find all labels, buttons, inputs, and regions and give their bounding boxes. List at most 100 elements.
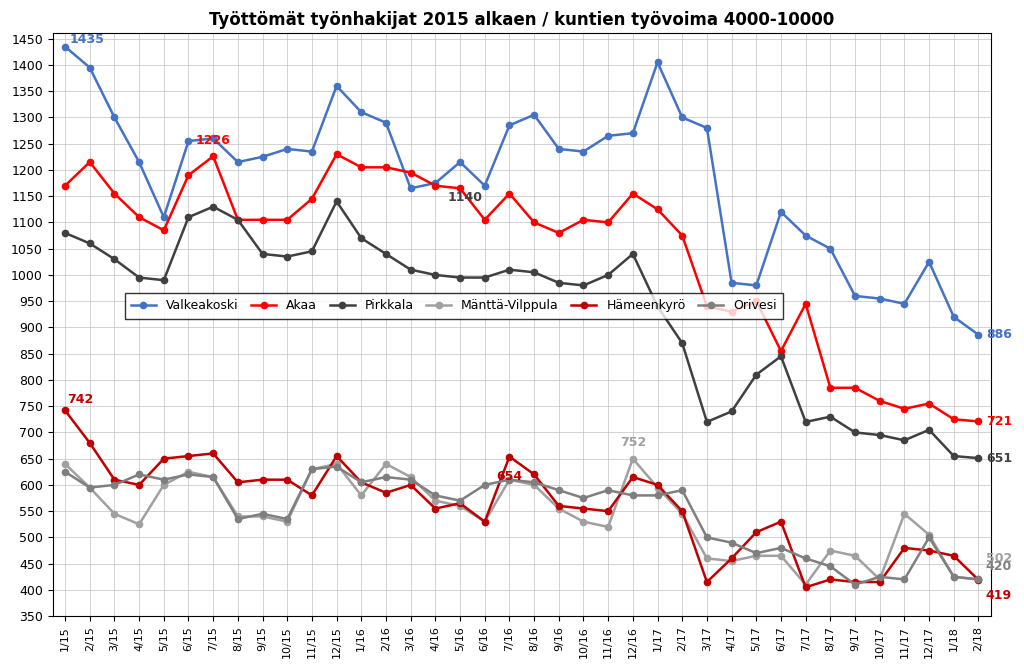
Orivesi <box>725 539 737 547</box>
Pirkkala <box>84 240 96 248</box>
Orivesi <box>306 465 318 473</box>
Akaa <box>627 189 639 197</box>
Orivesi <box>404 476 417 484</box>
Valkeakoski <box>182 137 195 145</box>
Valkeakoski <box>651 58 664 66</box>
Pirkkala <box>923 425 935 434</box>
Hämeenkyrö <box>947 552 959 560</box>
Orivesi <box>503 476 515 484</box>
Orivesi <box>898 575 910 583</box>
Text: 886: 886 <box>986 328 1012 341</box>
Pirkkala <box>158 276 170 284</box>
Mänttä-Vilppula <box>503 476 515 484</box>
Akaa <box>380 163 392 171</box>
Mänttä-Vilppula <box>973 575 985 583</box>
Mänttä-Vilppula <box>824 547 837 555</box>
Akaa <box>355 163 368 171</box>
Orivesi <box>478 481 490 489</box>
Pirkkala <box>380 250 392 258</box>
Orivesi <box>429 492 441 500</box>
Hämeenkyrö <box>158 455 170 463</box>
Hämeenkyrö <box>429 504 441 512</box>
Hämeenkyrö <box>306 492 318 500</box>
Pirkkala <box>627 250 639 258</box>
Mänttä-Vilppula <box>873 575 886 583</box>
Orivesi <box>627 492 639 500</box>
Title: Työttömät työnhakijat 2015 alkaen / kuntien työvoima 4000-10000: Työttömät työnhakijat 2015 alkaen / kunt… <box>209 11 835 29</box>
Orivesi <box>158 476 170 484</box>
Pirkkala <box>306 248 318 256</box>
Valkeakoski <box>503 121 515 129</box>
Pirkkala <box>973 454 985 462</box>
Mänttä-Vilppula <box>676 510 688 518</box>
Pirkkala <box>898 436 910 444</box>
Mänttä-Vilppula <box>454 502 466 510</box>
Mänttä-Vilppula <box>133 520 145 529</box>
Line: Orivesi: Orivesi <box>61 464 982 588</box>
Orivesi <box>207 473 219 481</box>
Hämeenkyrö <box>578 504 590 512</box>
Hämeenkyrö <box>627 473 639 481</box>
Valkeakoski <box>59 43 72 51</box>
Pirkkala <box>59 229 72 237</box>
Valkeakoski <box>282 145 294 153</box>
Pirkkala <box>282 252 294 260</box>
Mänttä-Vilppula <box>355 492 368 500</box>
Pirkkala <box>454 274 466 282</box>
Akaa <box>651 205 664 213</box>
Orivesi <box>454 496 466 504</box>
Hämeenkyrö <box>800 583 812 591</box>
Valkeakoski <box>627 129 639 137</box>
Hämeenkyrö <box>404 481 417 489</box>
Mänttä-Vilppula <box>700 555 713 563</box>
Mänttä-Vilppula <box>331 460 343 468</box>
Pirkkala <box>947 452 959 460</box>
Valkeakoski <box>404 184 417 192</box>
Orivesi <box>256 510 268 518</box>
Orivesi <box>676 486 688 494</box>
Text: 1226: 1226 <box>196 134 230 147</box>
Text: 654: 654 <box>497 470 522 483</box>
Valkeakoski <box>109 114 121 122</box>
Pirkkala <box>873 431 886 439</box>
Valkeakoski <box>602 132 614 140</box>
Pirkkala <box>651 302 664 310</box>
Pirkkala <box>429 271 441 279</box>
Akaa <box>873 397 886 405</box>
Pirkkala <box>133 274 145 282</box>
Valkeakoski <box>528 111 541 119</box>
Akaa <box>331 150 343 158</box>
Mänttä-Vilppula <box>429 496 441 504</box>
Pirkkala <box>256 250 268 258</box>
Pirkkala <box>700 418 713 426</box>
Mänttä-Vilppula <box>651 484 664 492</box>
Valkeakoski <box>355 108 368 116</box>
Orivesi <box>109 481 121 489</box>
Text: 752: 752 <box>620 436 646 449</box>
Akaa <box>528 218 541 226</box>
Mänttä-Vilppula <box>306 465 318 473</box>
Hämeenkyrö <box>751 528 763 536</box>
Orivesi <box>133 470 145 478</box>
Pirkkala <box>109 255 121 263</box>
Valkeakoski <box>207 134 219 142</box>
Valkeakoski <box>676 114 688 122</box>
Pirkkala <box>800 418 812 426</box>
Hämeenkyrö <box>775 518 787 526</box>
Mänttä-Vilppula <box>109 510 121 518</box>
Akaa <box>503 189 515 197</box>
Mänttä-Vilppula <box>231 512 244 520</box>
Pirkkala <box>553 279 565 287</box>
Valkeakoski <box>454 158 466 166</box>
Pirkkala <box>528 268 541 276</box>
Pirkkala <box>207 203 219 211</box>
Orivesi <box>84 484 96 492</box>
Valkeakoski <box>700 124 713 132</box>
Akaa <box>973 417 985 425</box>
Hämeenkyrö <box>380 489 392 497</box>
Hämeenkyrö <box>231 478 244 486</box>
Hämeenkyrö <box>59 406 72 414</box>
Akaa <box>429 182 441 190</box>
Orivesi <box>849 581 861 589</box>
Mänttä-Vilppula <box>578 518 590 526</box>
